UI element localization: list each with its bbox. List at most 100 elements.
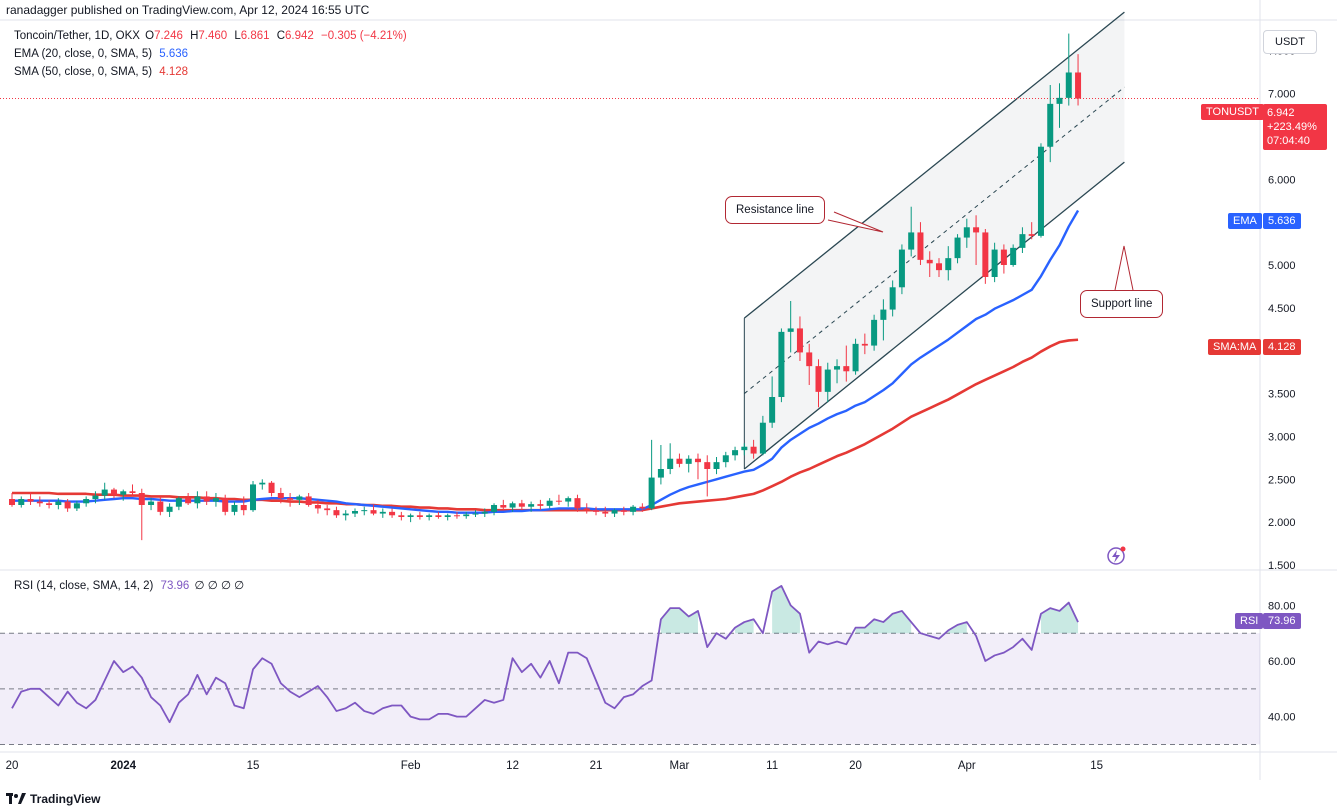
ema-axis-label: EMA — [1228, 213, 1262, 229]
candle — [9, 493, 15, 507]
candle-body — [203, 496, 210, 502]
candle — [92, 491, 99, 504]
candle-body — [351, 511, 358, 514]
candle — [704, 455, 711, 497]
candle-body — [509, 503, 516, 508]
time-tick-label: 20 — [6, 760, 19, 772]
candle-body — [1047, 103, 1054, 147]
candle-body — [815, 366, 822, 392]
candle — [991, 242, 998, 283]
resistance-annotation[interactable]: Resistance line — [725, 196, 825, 224]
candle — [871, 314, 878, 351]
sma-legend-label: SMA (50, close, 0, SMA, 5) — [14, 66, 153, 78]
candle-body — [871, 319, 878, 346]
candle-body — [1019, 234, 1026, 248]
candle-body — [602, 511, 609, 514]
candle — [898, 244, 905, 295]
candle-body — [120, 491, 127, 495]
candle-body — [259, 482, 266, 485]
alert-icon-bolt — [1112, 550, 1120, 563]
candle-body — [704, 462, 711, 469]
candle — [982, 229, 989, 284]
candle — [741, 443, 748, 456]
ohlc-values: O7.246 H7.460 L6.861 C6.942 −0.305 (−4.2… — [145, 30, 411, 42]
price-tick-label: 7.000 — [1268, 89, 1296, 101]
candle — [528, 501, 535, 512]
candle-body — [185, 498, 192, 504]
candle-body — [611, 510, 618, 514]
candle-body — [416, 515, 423, 517]
candle — [722, 451, 729, 468]
tradingview-logo[interactable]: TradingView — [6, 792, 100, 806]
candle — [351, 508, 358, 517]
candle-body — [1028, 234, 1035, 236]
candle — [889, 280, 896, 317]
candle-body — [129, 491, 136, 493]
candle — [435, 511, 442, 519]
candle — [945, 246, 952, 281]
sma-legend-value: 4.128 — [159, 66, 189, 78]
candle — [370, 505, 377, 516]
price-tick-label: 3.000 — [1268, 431, 1296, 443]
tradingview-brand: TradingView — [30, 792, 101, 806]
candle — [333, 506, 340, 518]
symbol-title: Toncoin/Tether, 1D, OKX — [14, 30, 140, 42]
candle-body — [175, 498, 182, 507]
candle — [240, 496, 247, 516]
rsi-tick-label: 60.00 — [1268, 656, 1296, 668]
candle-body — [296, 496, 303, 500]
candle — [110, 487, 117, 499]
ohlc-value: 7.246 — [154, 30, 183, 42]
candle-body — [1010, 247, 1017, 265]
candle — [389, 508, 396, 518]
candle — [685, 455, 692, 473]
candle-body — [166, 506, 173, 512]
last-price-change: +223.49% — [1267, 121, 1317, 133]
support-annotation[interactable]: Support line — [1080, 290, 1164, 318]
candle-body — [407, 515, 414, 517]
candle-body — [1065, 72, 1072, 98]
candle-body — [861, 343, 868, 346]
candle-body — [92, 495, 99, 499]
time-tick-label: 21 — [590, 760, 603, 772]
candle — [129, 484, 136, 497]
candle — [18, 496, 25, 508]
candle — [314, 499, 321, 514]
candle-body — [889, 287, 896, 310]
currency-selector[interactable]: USDT — [1263, 30, 1317, 54]
candle-body — [1000, 249, 1007, 265]
rsi-axis-label: RSI — [1235, 613, 1264, 629]
alert-lightning-icon — [1107, 546, 1126, 565]
candle — [555, 494, 562, 505]
resistance-line — [743, 11, 1125, 319]
candle — [861, 333, 868, 355]
price-tick-label: 2.500 — [1268, 474, 1296, 486]
symbol-legend: Toncoin/Tether, 1D, OKX O7.246 H7.460 L6… — [14, 30, 411, 42]
candle — [611, 508, 618, 517]
time-tick-label: 20 — [849, 760, 862, 772]
candle-body — [194, 496, 201, 504]
candle — [491, 503, 498, 516]
candle-body — [787, 328, 794, 332]
candle — [1047, 85, 1054, 163]
price-tick-label: 5.000 — [1268, 260, 1296, 272]
candle-body — [555, 500, 562, 502]
candle-body — [583, 508, 590, 511]
candle — [1056, 83, 1063, 128]
tradingview-logo-icon — [6, 793, 26, 804]
candle — [852, 338, 859, 375]
candle — [796, 316, 803, 361]
candle — [815, 359, 822, 408]
rsi-line — [11, 585, 1079, 724]
candle-body — [1037, 146, 1044, 236]
candle — [713, 457, 720, 475]
rsi-axis-value: 73.96 — [1263, 613, 1301, 629]
sma-axis-value: 4.128 — [1263, 339, 1301, 355]
sma-axis-label: SMA:MA — [1208, 339, 1262, 355]
resistance-pointer — [827, 211, 884, 233]
candle-body — [212, 498, 219, 502]
rsi-legend: RSI (14, close, SMA, 14, 2) 73.96 ∅ ∅ ∅ … — [14, 578, 244, 592]
rsi-overbought-fill — [735, 619, 754, 634]
candle-body — [342, 513, 349, 516]
